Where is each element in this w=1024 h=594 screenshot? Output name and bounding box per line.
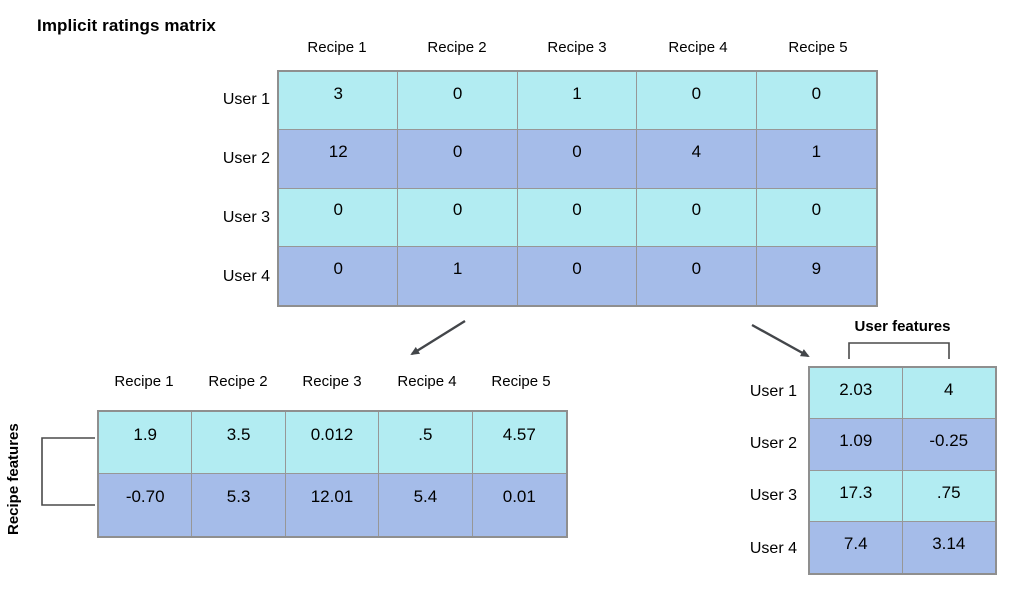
user-row-label: User 2 — [749, 435, 797, 452]
ratings-cell: 0 — [517, 246, 638, 305]
user-cell: 3.14 — [902, 521, 995, 573]
recipe-cell: 5.4 — [379, 474, 473, 536]
ratings-cell: 0 — [637, 188, 757, 247]
user-row-label: User 4 — [749, 540, 797, 557]
recipe-cell: 12.01 — [285, 474, 380, 536]
ratings-cell: 4 — [637, 130, 757, 189]
ratings-col-header: Recipe 1 — [307, 39, 367, 56]
ratings-cell: 0 — [398, 188, 518, 247]
ratings-cell: 0 — [517, 130, 638, 189]
user-features-matrix: 2.03 4 1.09 -0.25 17.3 .75 7.4 3.14 — [808, 366, 997, 575]
ratings-cell: 0 — [279, 188, 399, 247]
user-row-label: User 3 — [749, 487, 797, 504]
ratings-cell: 3 — [279, 72, 399, 131]
user-cell: 1.09 — [810, 419, 903, 471]
recipe-features-matrix: 1.9 3.5 0.012 .5 4.57 -0.70 5.3 12.01 5.… — [97, 410, 568, 538]
arrow-down-left-icon — [410, 319, 466, 356]
ratings-col-header: Recipe 2 — [427, 39, 487, 56]
implicit-ratings-matrix: 3 0 1 0 0 12 0 0 4 1 0 0 0 0 0 0 1 0 0 9 — [277, 70, 878, 307]
figure-title: Implicit ratings matrix — [37, 16, 216, 35]
ratings-cell: 1 — [756, 130, 876, 189]
user-row-label: User 1 — [749, 383, 797, 400]
recipe-cell: 0.012 — [285, 412, 380, 474]
recipe-cell: 3.5 — [192, 412, 286, 474]
user-cell: .75 — [902, 470, 995, 522]
recipe-col-header: Recipe 3 — [302, 373, 362, 390]
ratings-cell: 0 — [637, 72, 757, 131]
user-cell: 4 — [902, 368, 995, 420]
ratings-row-label: User 2 — [222, 150, 270, 167]
ratings-cell: 0 — [279, 246, 399, 305]
user-features-label: User features — [854, 318, 951, 335]
user-cell: 7.4 — [810, 521, 903, 573]
recipe-col-header: Recipe 4 — [397, 373, 457, 390]
user-cell: 2.03 — [810, 368, 903, 420]
recipe-col-header: Recipe 5 — [491, 373, 551, 390]
ratings-col-header: Recipe 5 — [788, 39, 848, 56]
recipe-cell: 4.57 — [472, 412, 566, 474]
recipe-cell: 0.01 — [472, 474, 566, 536]
user-cell: 17.3 — [810, 470, 903, 522]
arrow-down-right-icon — [751, 323, 810, 358]
ratings-cell: 0 — [398, 130, 518, 189]
ratings-cell: 0 — [756, 72, 876, 131]
ratings-row-label: User 4 — [222, 268, 270, 285]
recipe-features-bracket — [41, 437, 95, 506]
ratings-cell: 0 — [398, 72, 518, 131]
recipe-cell: -0.70 — [99, 474, 193, 536]
recipe-cell: .5 — [379, 412, 473, 474]
ratings-col-header: Recipe 4 — [668, 39, 728, 56]
ratings-cell: 0 — [756, 188, 876, 247]
ratings-row-label: User 3 — [222, 209, 270, 226]
recipe-cell: 5.3 — [192, 474, 286, 536]
recipe-features-label: Recipe features — [5, 423, 22, 535]
ratings-row-label: User 1 — [222, 91, 270, 108]
ratings-cell: 9 — [756, 246, 876, 305]
ratings-cell: 1 — [398, 246, 518, 305]
recipe-col-header: Recipe 1 — [114, 373, 174, 390]
ratings-col-header: Recipe 3 — [547, 39, 607, 56]
ratings-cell: 0 — [637, 246, 757, 305]
recipe-cell: 1.9 — [99, 412, 193, 474]
user-features-bracket — [848, 342, 950, 359]
ratings-cell: 0 — [517, 188, 638, 247]
recipe-col-header: Recipe 2 — [208, 373, 268, 390]
ratings-cell: 1 — [517, 72, 638, 131]
user-cell: -0.25 — [902, 419, 995, 471]
ratings-cell: 12 — [279, 130, 399, 189]
